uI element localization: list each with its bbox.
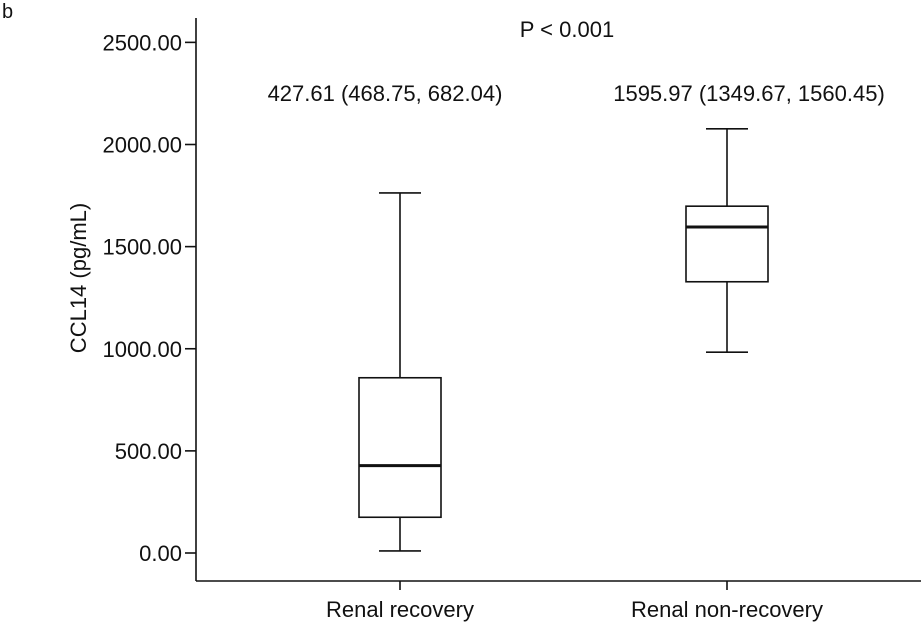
iqr-box	[358, 376, 442, 519]
box-summary-label: 1595.97 (1349.67, 1560.45)	[613, 81, 885, 106]
box-plot-group	[358, 192, 442, 552]
y-tick-label: 0.00	[139, 541, 182, 566]
x-category-label: Renal recovery	[326, 597, 474, 622]
y-tick-label: 1000.00	[102, 337, 182, 362]
iqr-box	[685, 205, 769, 283]
p-value-annotation: P < 0.001	[520, 17, 614, 42]
panel-label: b	[2, 1, 13, 23]
y-tick-label: 2500.00	[102, 30, 182, 55]
y-axis-label: CCL14 (pg/mL)	[66, 203, 91, 353]
y-tick-label: 2000.00	[102, 133, 182, 158]
box-plot-group	[685, 127, 769, 354]
x-category-label: Renal non-recovery	[631, 597, 823, 622]
x-axis: Renal recovery Renal non-recovery	[196, 580, 921, 622]
box-summary-labels: 427.61 (468.75, 682.04) 1595.97 (1349.67,…	[268, 81, 885, 106]
box-plot-series	[358, 127, 769, 552]
y-tick-label: 500.00	[115, 439, 182, 464]
y-axis: 0.00 500.00 1000.00 1500.00 2000.00 2500.00	[102, 18, 197, 581]
box-summary-label: 427.61 (468.75, 682.04)	[268, 81, 503, 106]
y-tick-label: 1500.00	[102, 235, 182, 260]
